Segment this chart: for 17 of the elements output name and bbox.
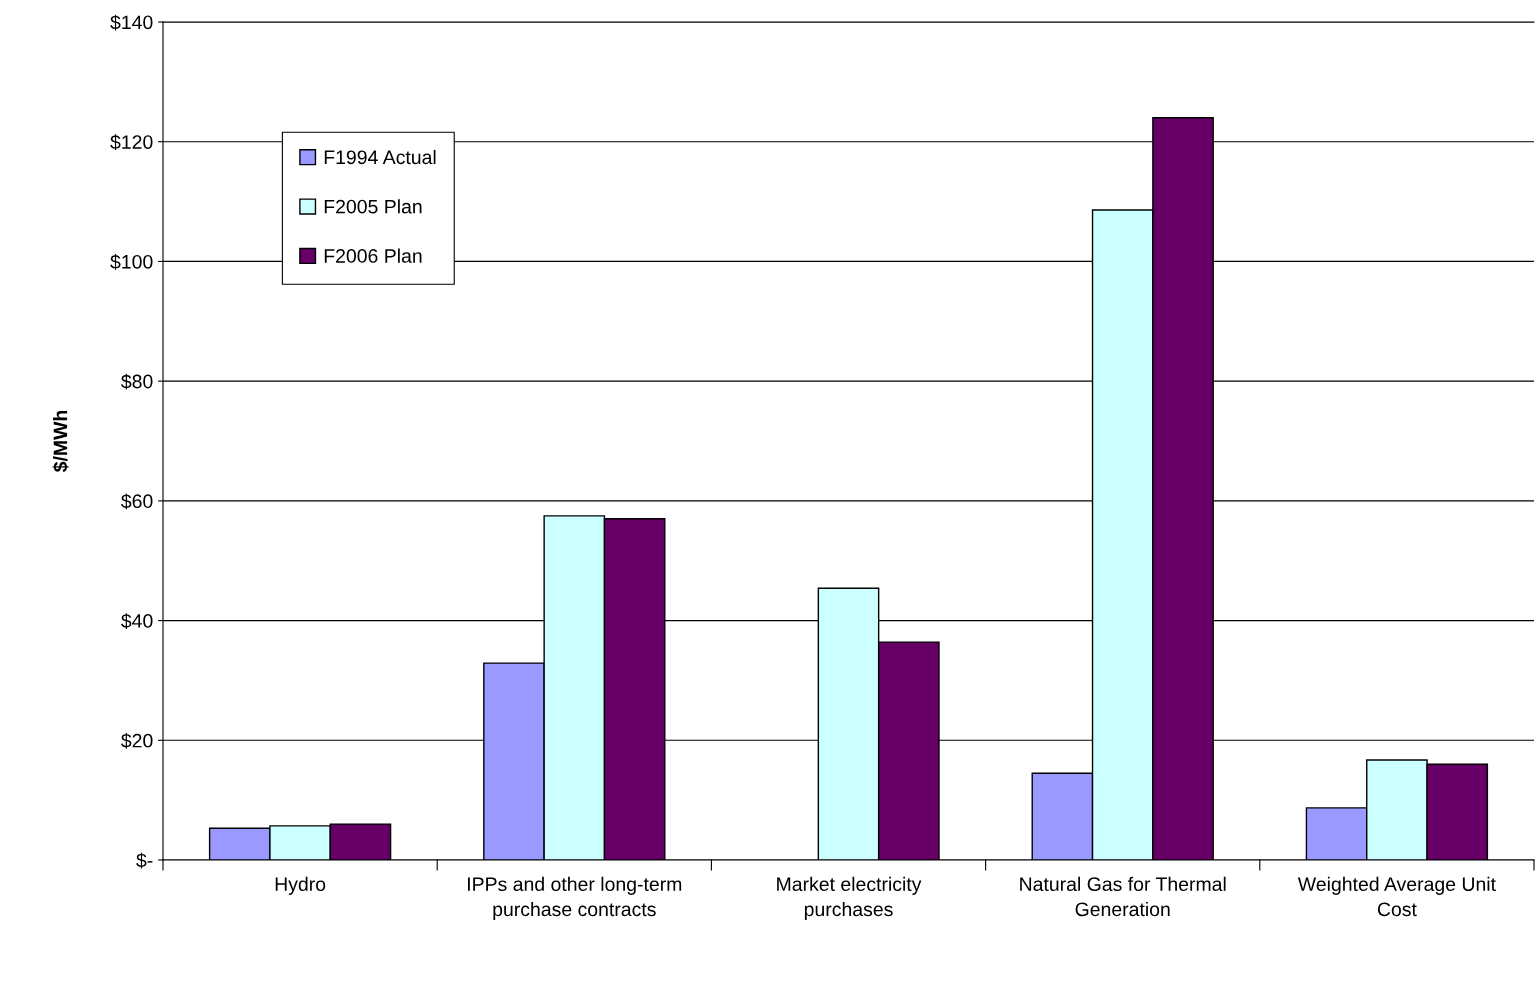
- legend-label: F2006 Plan: [324, 248, 422, 263]
- x-tick-label: Hydro: [275, 876, 326, 895]
- y-tick-label: $20: [121, 732, 153, 749]
- y-tick-label: $100: [110, 254, 153, 270]
- y-tick-label: $-: [136, 852, 153, 869]
- y-tick-label: $120: [110, 134, 153, 151]
- x-tick-label: Weighted Average Unit Cost: [1297, 876, 1496, 917]
- y-axis-title: $/MWh: [52, 410, 69, 473]
- x-tick-label: IPPs and other long-term purchase contracts: [468, 876, 682, 921]
- y-tick-label: $60: [121, 493, 153, 510]
- x-tick-label: Natural Gas for Thermal Generation: [1020, 876, 1226, 917]
- legend-label: F2005 Plan: [324, 199, 422, 214]
- y-tick-label: $140: [110, 14, 153, 31]
- x-tick-label: Market electricity purchases: [777, 876, 922, 921]
- y-tick-label: $80: [121, 373, 153, 390]
- legend-label: F1994 Actual: [324, 149, 436, 165]
- y-tick-label: $40: [121, 613, 153, 629]
